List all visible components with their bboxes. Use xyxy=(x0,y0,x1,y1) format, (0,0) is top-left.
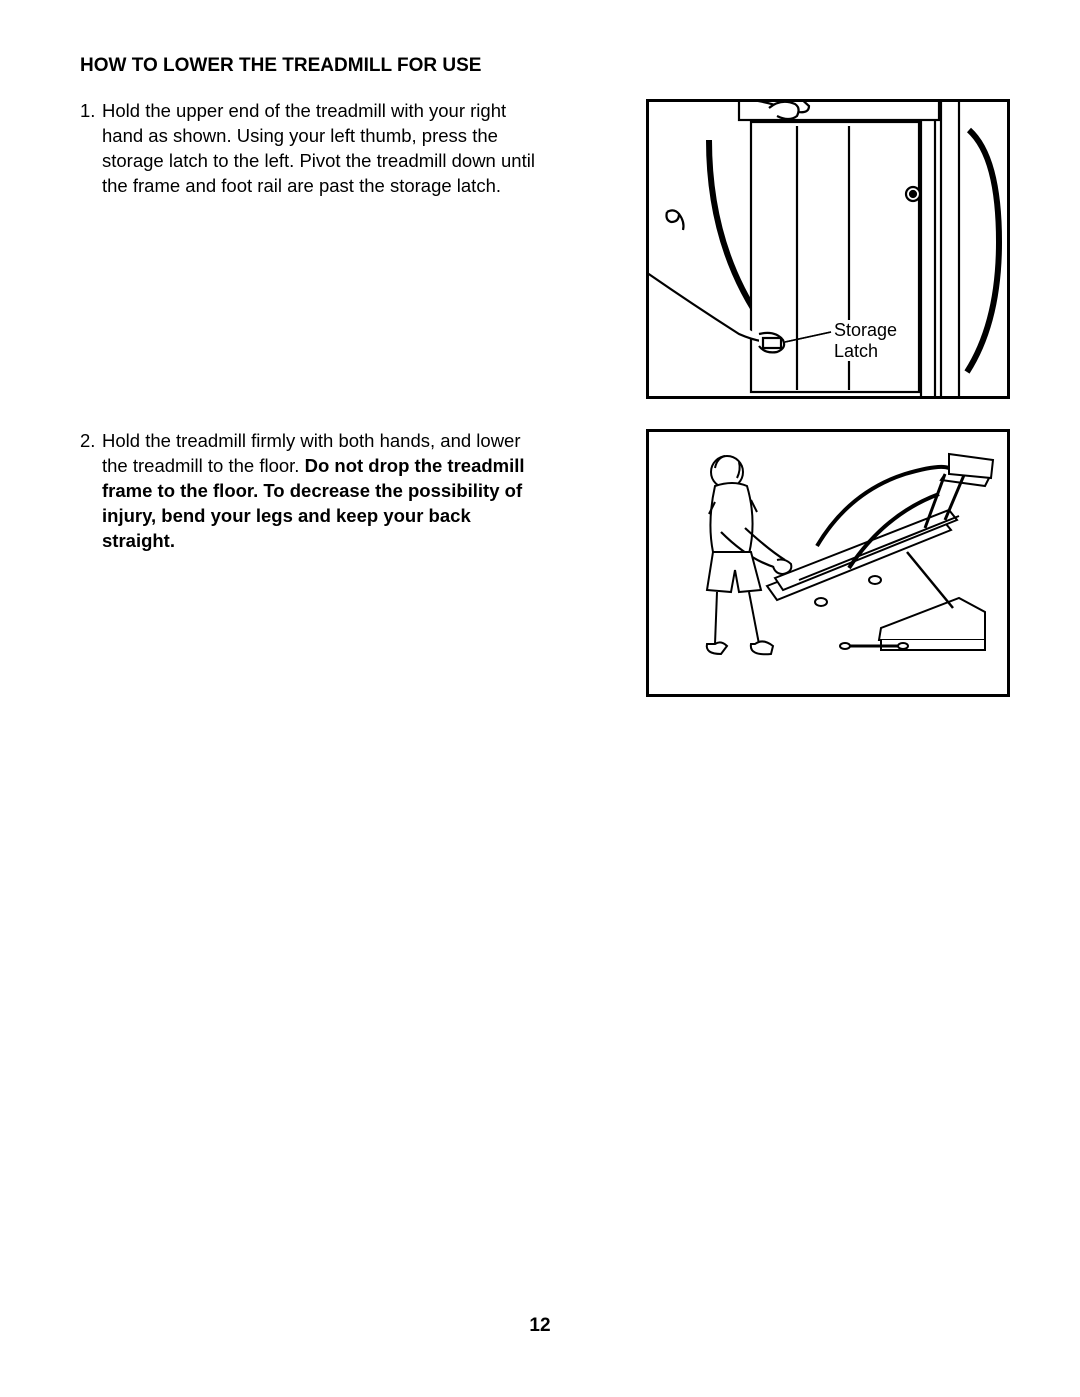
callout-leader-icon xyxy=(649,102,1007,396)
step-1-text: 1.Hold the upper end of the treadmill wi… xyxy=(80,99,560,199)
section-heading: HOW TO LOWER THE TREADMILL FOR USE xyxy=(80,55,1010,77)
step-1-number: 1. xyxy=(80,99,102,124)
step-1-row: 1.Hold the upper end of the treadmill wi… xyxy=(80,99,1010,399)
step-1-body: Hold the upper end of the treadmill with… xyxy=(102,99,547,199)
step-1-illustration: Storage Latch xyxy=(646,99,1010,399)
step-2-row: 2.Hold the treadmill firmly with both ha… xyxy=(80,429,1010,697)
step-2-illustration xyxy=(646,429,1010,697)
step-2-body: Hold the treadmill firmly with both hand… xyxy=(102,429,547,554)
page-number: 12 xyxy=(0,1315,1080,1337)
step-2-number: 2. xyxy=(80,429,102,454)
step-2-text: 2.Hold the treadmill firmly with both ha… xyxy=(80,429,560,554)
treadmill-lowering-icon xyxy=(649,432,1007,694)
storage-latch-callout: Storage Latch xyxy=(834,320,897,361)
